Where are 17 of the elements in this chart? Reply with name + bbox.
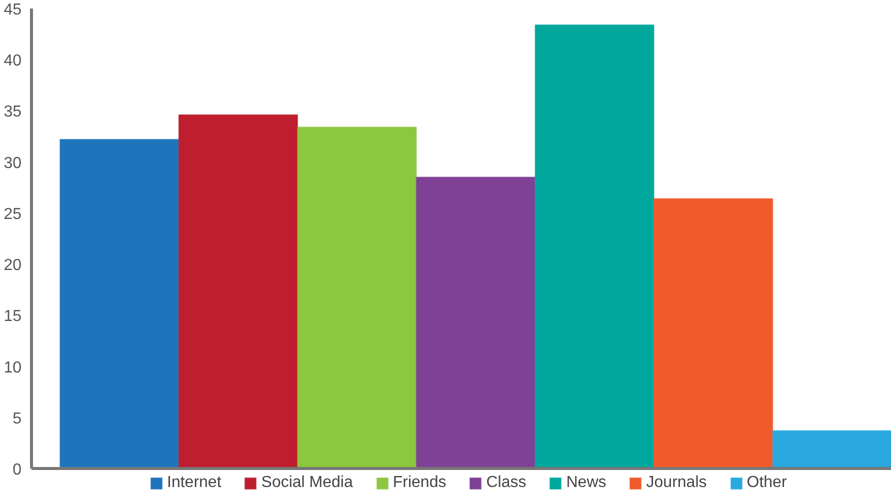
y-tick-label: 25 [4,206,22,223]
y-tick-label: 35 [4,104,22,121]
legend-label: Friends [392,474,446,492]
y-tick-label: 45 [4,2,22,18]
y-tick-label: 15 [4,308,22,326]
legend-label: Internet [167,474,222,492]
y-tick-label: 10 [4,359,22,376]
legend-label: Class [486,474,526,492]
y-tick-label: 30 [4,154,22,172]
y-tick-label: 40 [4,52,22,70]
legend-label: Journals [646,474,707,492]
y-tick-label: 20 [4,257,22,274]
legend-label: Social Media [261,474,353,492]
y-tick-label: 5 [12,410,22,428]
legend-label: News [566,474,606,492]
legend-label: Other [746,474,787,492]
y-tick-label: 0 [12,462,22,478]
